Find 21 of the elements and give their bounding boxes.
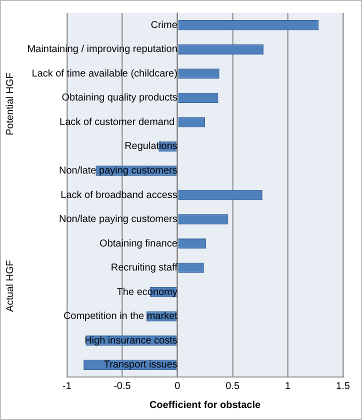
y-tick-label: Lack of customer demand: [60, 116, 178, 128]
y-tick-label: Lack of broadband access: [60, 190, 178, 201]
text: Potential HGF: [4, 72, 16, 136]
x-tick-label: 1: [285, 380, 292, 392]
y-tick-label: Competition in the market: [63, 311, 178, 322]
y-tick-label: Obtaining quality products: [62, 92, 178, 104]
y-tick-label: Crime: [150, 20, 178, 31]
y-tick-label: Lack of time available (childcare): [32, 68, 178, 80]
x-tick-label: 0.5: [226, 380, 240, 392]
y-tick-label: Recruiting staff: [110, 262, 178, 274]
x-tick-label: -0.5: [114, 380, 132, 392]
y-tick-label: Maintaining / improving reputation: [27, 44, 178, 56]
x-tick-label: -1: [62, 380, 72, 392]
y-tick-label: Obtaining finance: [100, 238, 178, 250]
x-tick-label: 1.5: [336, 380, 350, 392]
y-tick-label: Non/late paying customers: [58, 165, 178, 176]
y-tick-label: Transport issues: [104, 360, 178, 371]
x-axis-title: Coefficient for obstacle: [149, 400, 261, 411]
y-tick-label: Non/late paying customers: [58, 214, 178, 226]
x-tick-label: 0: [174, 380, 181, 392]
text: Actual HGF: [4, 260, 16, 312]
